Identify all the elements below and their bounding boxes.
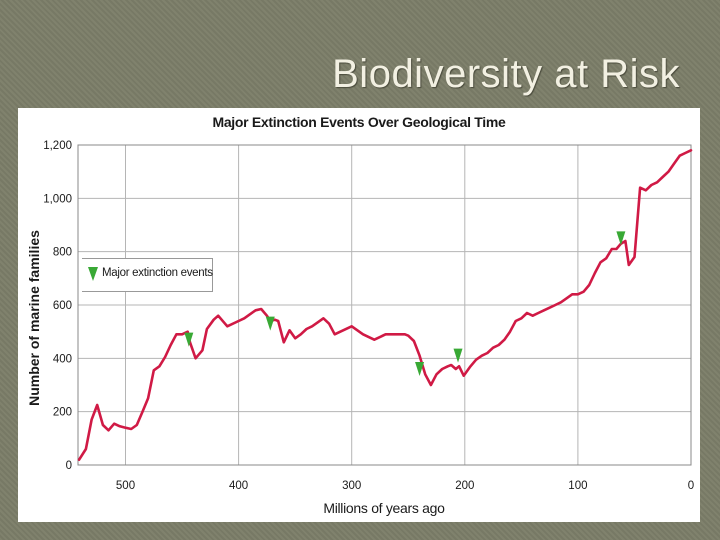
chart-title: Major Extinction Events Over Geological … bbox=[212, 114, 506, 130]
x-tick-label: 500 bbox=[116, 480, 135, 492]
chart-plot: 0 200 400 600 800 1,000 1,200 500 400 300 200 100 0 bbox=[43, 140, 694, 492]
chart-legend: Major extinction events bbox=[82, 258, 213, 292]
y-tick-label: 200 bbox=[53, 407, 72, 419]
x-tick-label: 300 bbox=[342, 480, 361, 492]
y-tick-label: 1,200 bbox=[43, 140, 72, 152]
chart-panel: 0 200 400 600 800 1,000 1,200 500 400 300 200 100 0 … bbox=[18, 108, 700, 522]
x-tick-label: 100 bbox=[568, 480, 587, 492]
y-tick-label: 1,000 bbox=[43, 193, 72, 205]
extinction-event-marker bbox=[453, 348, 463, 363]
extinction-event-marker bbox=[265, 316, 275, 331]
slide-title: Biodiversity at Risk bbox=[332, 52, 680, 96]
x-tick-label: 0 bbox=[688, 480, 694, 492]
extinction-marker-icon bbox=[88, 267, 98, 281]
legend-label: Major extinction events bbox=[102, 267, 213, 279]
y-tick-label: 600 bbox=[53, 300, 72, 312]
y-tick-label: 800 bbox=[53, 247, 72, 259]
series-line-marine-families bbox=[77, 148, 693, 462]
extinction-event-marker bbox=[184, 332, 194, 347]
plot-border bbox=[77, 144, 692, 466]
extinction-event-marker bbox=[616, 231, 626, 246]
y-tick-label: 400 bbox=[53, 353, 72, 365]
x-tick-label: 200 bbox=[455, 480, 474, 492]
y-tick-label: 0 bbox=[66, 460, 72, 472]
x-tick-label: 400 bbox=[229, 480, 248, 492]
y-axis-label: Number of marine families bbox=[26, 230, 42, 406]
x-axis-label: Millions of years ago bbox=[323, 500, 445, 516]
extinction-event-marker bbox=[415, 362, 425, 376]
